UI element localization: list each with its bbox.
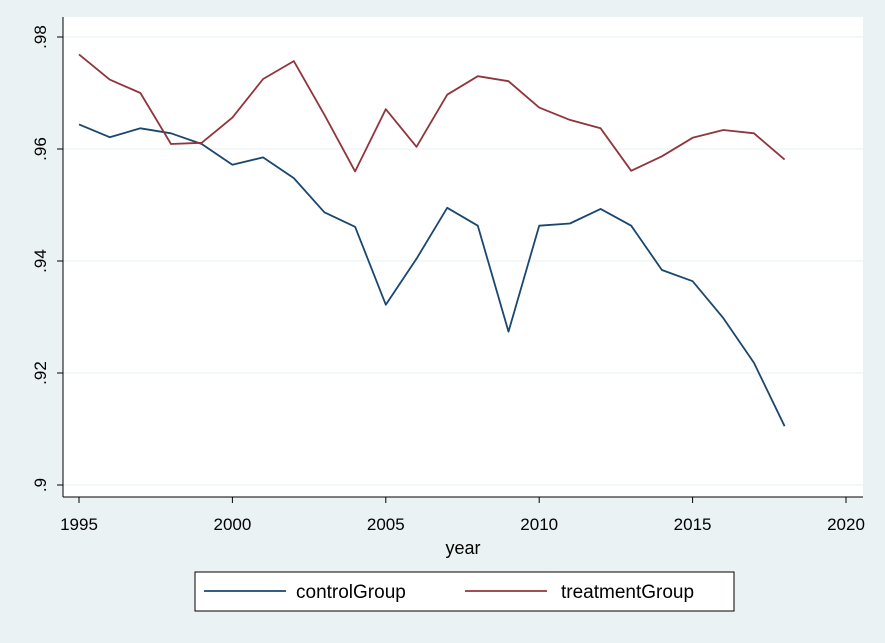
plot-area <box>63 17 863 497</box>
x-tick-label: 2000 <box>213 515 251 534</box>
legend-label-controlGroup: controlGroup <box>296 582 406 603</box>
gridlines <box>63 36 863 486</box>
series-line-treatmentGroup <box>78 53 786 173</box>
x-tick-label: 2010 <box>520 515 558 534</box>
y-tick-label: .98 <box>31 25 50 49</box>
x-tick-label: 2005 <box>367 515 405 534</box>
y-tick-label: .9 <box>31 478 50 492</box>
axes: .9 .92 .94 .96 .98 1995 2000 2005 2010 2015 2020 <box>31 17 865 534</box>
x-tick-label: 1995 <box>60 515 98 534</box>
y-tick-label: .94 <box>31 249 50 273</box>
legend: controlGroup treatmentGroup <box>194 571 735 612</box>
x-tick-label: 2015 <box>674 515 712 534</box>
y-tick-label: .92 <box>31 361 50 385</box>
x-axis-title: year <box>445 538 480 558</box>
legend-label-treatmentGroup: treatmentGroup <box>561 582 694 603</box>
x-tick-label: 2020 <box>827 515 865 534</box>
y-tick-label: .96 <box>31 137 50 161</box>
series-lines <box>78 53 786 427</box>
